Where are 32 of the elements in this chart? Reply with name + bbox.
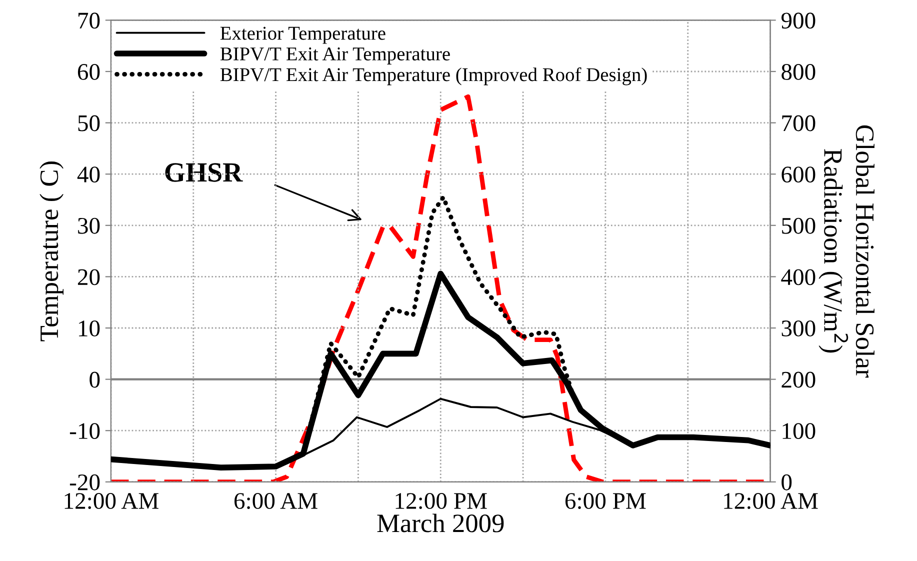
y2-tick-label: 500 bbox=[782, 218, 816, 234]
y2-tick-label: 700 bbox=[782, 115, 816, 132]
y-tick-label: -10 bbox=[70, 423, 100, 440]
y2-tick-label: 200 bbox=[782, 372, 816, 388]
y-tick-label: 30 bbox=[78, 218, 100, 234]
x-tick-label: 6:00 AM bbox=[234, 493, 318, 510]
legend-label: Exterior Temperature bbox=[220, 26, 386, 44]
y2-tick-label: 300 bbox=[782, 320, 816, 336]
y-tick-label: 60 bbox=[78, 64, 100, 80]
x-tick-label: 12:00 AM bbox=[724, 493, 818, 510]
annotation: GHSR bbox=[165, 163, 243, 182]
x-tick-label: 12:00 PM bbox=[396, 493, 487, 510]
y2-tick-label: 0 bbox=[782, 474, 792, 490]
y-tick-label: 50 bbox=[78, 115, 100, 132]
y-tick-label: 40 bbox=[77, 166, 100, 183]
y2-axis-title: Global Horizontal Solar Radiatioon (W/m$^{2}$) bbox=[818, 125, 874, 378]
y-axis-title: Temperature ( C) bbox=[40, 162, 64, 342]
y2-tick-label: 600 bbox=[782, 166, 816, 183]
y2-tick-label: 900 bbox=[781, 12, 816, 29]
y2-tick-label: 100 bbox=[782, 423, 816, 440]
y-tick-label: 0 bbox=[90, 372, 100, 388]
y2-tick-label: 800 bbox=[782, 64, 816, 80]
y-tick-label: -20 bbox=[70, 474, 100, 490]
y2-tick-label: 400 bbox=[781, 269, 816, 286]
x-tick-label: 6:00 PM bbox=[565, 493, 646, 510]
y-tick-label: 20 bbox=[78, 269, 100, 286]
x-axis-title: March 2009 bbox=[377, 514, 504, 532]
y-tick-label: 70 bbox=[78, 12, 100, 29]
legend-label: BIPV/T Exit Air Temperature (Improved Roof Design) bbox=[220, 67, 647, 86]
x-tick-label: 12:00 AM bbox=[64, 493, 158, 510]
legend-label: BIPV/T Exit Air Temperature bbox=[220, 47, 450, 64]
y-tick-label: 10 bbox=[79, 320, 100, 336]
